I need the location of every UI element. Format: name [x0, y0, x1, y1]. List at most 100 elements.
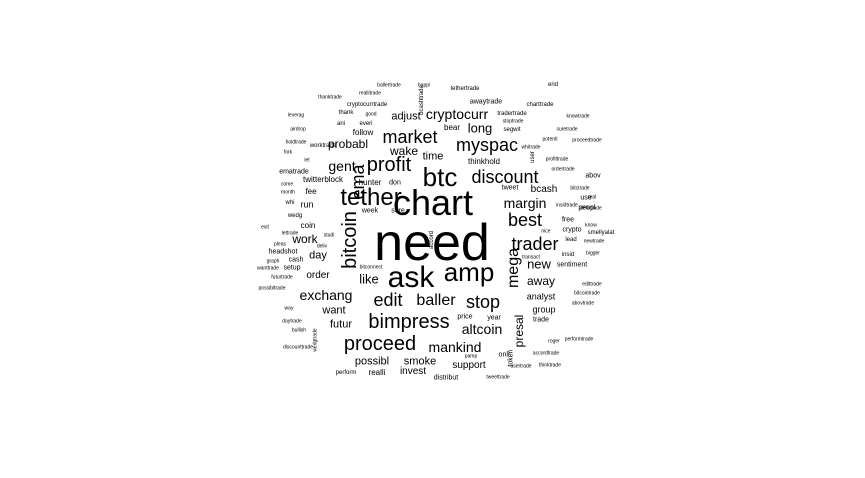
word-tweet: tweet — [501, 184, 519, 192]
word-bigger: bigger — [586, 250, 600, 257]
word-use: use — [580, 194, 592, 202]
word-proceed: proceed — [343, 333, 417, 355]
word-sentiment: sentiment — [556, 261, 588, 269]
word-edit: edit — [373, 290, 403, 310]
word-altcoin: altcoin — [461, 321, 503, 337]
word-end: end — [547, 82, 559, 88]
word-potenti: potenti — [542, 136, 558, 143]
word-thinkhold: thinkhold — [467, 157, 501, 166]
word-peopl: peopl — [578, 204, 596, 212]
word-wedgtrade: wedgtrade — [312, 328, 319, 352]
word-leverag: leverag — [287, 112, 305, 119]
word-abovtrade: abovtrade — [571, 300, 595, 307]
word-bear: bear — [443, 123, 461, 132]
word-smoke: smoke — [403, 355, 437, 368]
word-onli: onli — [498, 351, 510, 359]
word-like: like — [359, 271, 379, 287]
word-studi: studi — [323, 232, 335, 239]
word-bimpress: bimpress — [368, 311, 450, 333]
word-away: away — [526, 274, 556, 288]
word-tethertrade: tethertrade — [450, 86, 480, 92]
word-probabl: probabl — [327, 137, 369, 151]
word-trader: trader — [511, 234, 559, 254]
word-bcashtrade: bcashtrade — [419, 85, 425, 115]
word-work: work — [292, 232, 318, 246]
word-ask: ask — [387, 261, 435, 294]
word-bitcoin: bitcoin — [339, 211, 361, 269]
word-price: price — [457, 313, 473, 321]
word-insidtrade: insidtrade — [556, 202, 578, 209]
word-proceedtrade: proceedtrade — [572, 137, 602, 144]
word-thank: thank — [338, 110, 354, 116]
word-headshot: headshot — [268, 248, 298, 256]
word-ani: ani — [336, 121, 346, 127]
word-need: need — [374, 214, 490, 272]
word-deliv: deliv — [316, 243, 328, 250]
word-sure: sure — [391, 207, 405, 215]
word-lead: lead — [565, 237, 577, 243]
word-bullish: bullish — [291, 327, 307, 334]
word-don: don — [389, 179, 401, 187]
word-mega: mega — [505, 247, 522, 289]
word-stoptrade: stoptrade — [502, 118, 524, 125]
word-ordertrade: ordertrade — [551, 166, 575, 173]
word-realli: realli — [368, 368, 386, 377]
word-cash: cash — [288, 256, 304, 264]
word-possibl: possibl — [354, 355, 390, 368]
word-want: want — [322, 304, 346, 317]
word-bcash: bcash — [530, 184, 558, 195]
word-bitctrade: bitctrade — [570, 185, 590, 192]
word-edittrade: edittrade — [582, 281, 602, 288]
word-analyst: analyst — [526, 291, 556, 302]
word-usertrade: usertrade — [510, 363, 532, 370]
word-order: order — [306, 270, 330, 281]
word-performtrade: performtrade — [564, 336, 594, 343]
word-reallitrade: reallitrade — [359, 90, 381, 97]
word-baller: baller — [416, 292, 456, 309]
word-good: good — [365, 111, 377, 118]
word-bitcointrade: bitcointrade — [574, 290, 600, 297]
word-futurtrade: futurtrade — [271, 274, 293, 281]
word-newtrade: newtrade — [583, 238, 605, 245]
word-margin: margin — [503, 195, 547, 211]
word-awaytrade: awaytrade — [469, 98, 503, 106]
word-best: best — [507, 210, 543, 230]
word-lettrade: lettrade — [281, 230, 299, 237]
word-smellyalat: smellyalat — [587, 230, 615, 236]
word-graph: graph — [266, 258, 280, 265]
word-profittrade: profittrade — [545, 156, 569, 163]
word-twitterblock: twitterblock — [302, 175, 344, 184]
word-new: new — [527, 256, 551, 272]
word-thanktrade: thanktrade — [318, 94, 342, 101]
word-ematrade: ematrade — [279, 168, 309, 176]
word-cryptocurrtrade: cryptocurrtrade — [346, 102, 388, 108]
word-profit: profit — [366, 154, 412, 176]
word-free: free — [561, 216, 575, 224]
word-month: month — [281, 189, 295, 196]
word-btc: btc — [422, 162, 458, 192]
word-day: day — [309, 249, 327, 262]
word-coin: coin — [300, 221, 316, 230]
word-gent: gent — [328, 158, 356, 174]
word-user: user — [530, 151, 536, 163]
word-market: market — [382, 127, 438, 147]
word-pamp: pamp — [464, 353, 478, 360]
word-futur: futur — [329, 318, 353, 331]
word-myspac: myspac — [455, 135, 519, 155]
word-long: long — [467, 120, 493, 136]
word-thinktrade: thinktrade — [539, 362, 561, 369]
word-week: week — [361, 207, 379, 215]
word-airdrop: airdrop — [290, 126, 306, 133]
word-presal: presal — [512, 314, 526, 348]
word-insid: insid — [561, 252, 575, 258]
word-transact: transact — [522, 254, 540, 261]
word-exit: exit — [261, 224, 269, 231]
word-wanttrade: wanttrade — [257, 265, 279, 272]
word-trade: trade — [533, 316, 549, 324]
word-real: real — [587, 194, 597, 201]
word-cryptocurr: cryptocurr — [425, 106, 489, 122]
word-let: let — [304, 157, 310, 164]
word-run: run — [300, 199, 314, 210]
word-tweettrade: tweettrade — [486, 374, 510, 381]
word-possibltrade: possibltrade — [258, 285, 286, 292]
